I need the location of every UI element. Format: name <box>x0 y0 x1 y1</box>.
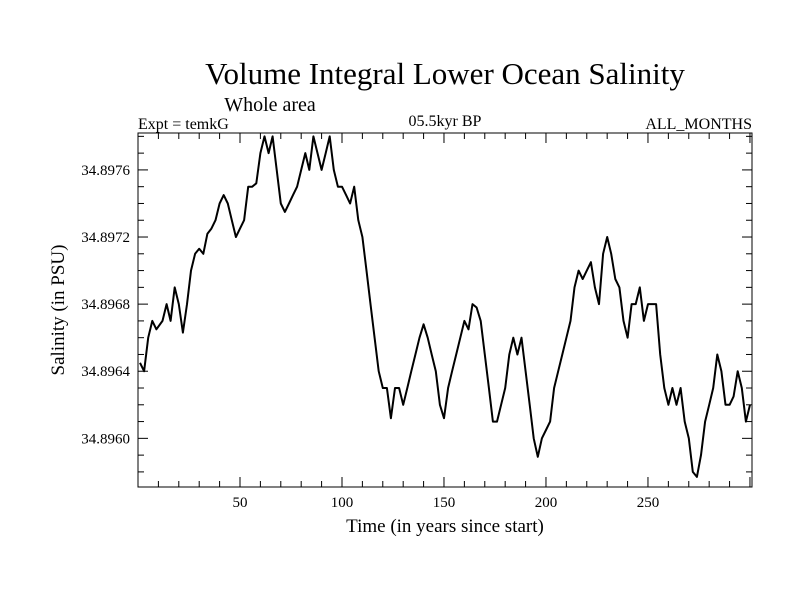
experiment-label: Expt = temkG <box>138 116 229 133</box>
period-label: 05.5kyr BP <box>409 113 482 130</box>
x-tick-label: 100 <box>331 495 354 511</box>
x-axis-label: Time (in years since start) <box>346 516 544 537</box>
months-label: ALL_MONTHS <box>645 116 752 133</box>
series-line-salinity <box>139 135 751 478</box>
y-tick-label: 34.8972 <box>81 230 130 246</box>
y-tick-label: 34.8976 <box>81 163 130 179</box>
y-tick-label: 34.8960 <box>81 431 130 447</box>
y-tick-label: 34.8964 <box>81 364 130 380</box>
plot-frame <box>137 132 753 488</box>
x-tick-label: 50 <box>232 495 247 511</box>
chart-subtitle: Whole area <box>224 94 316 116</box>
chart-title: Volume Integral Lower Ocean Salinity <box>205 56 685 91</box>
x-tick-label: 200 <box>535 495 558 511</box>
y-tick-label: 34.8968 <box>81 297 130 313</box>
x-tick-label: 250 <box>637 495 660 511</box>
x-tick-label: 150 <box>433 495 456 511</box>
y-axis-label: Salinity (in PSU) <box>48 245 69 376</box>
